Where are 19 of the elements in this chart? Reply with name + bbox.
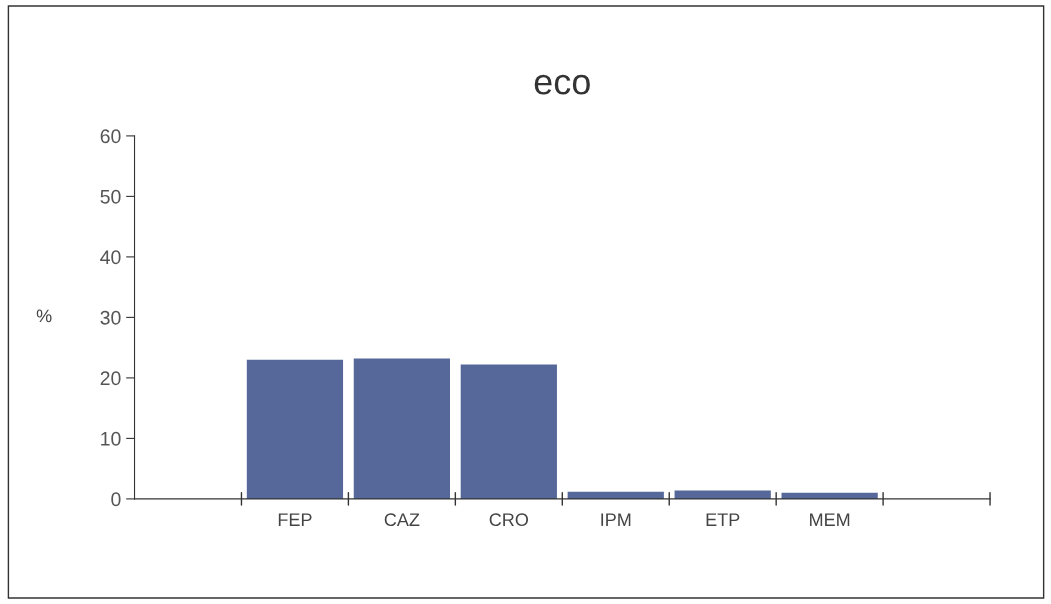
- y-tick-label: 60: [100, 129, 121, 144]
- y-axis-title: %: [36, 309, 52, 323]
- y-tick-label: 10: [101, 431, 121, 446]
- x-tick-label: FEP: [278, 513, 312, 526]
- y-tick-label: 0: [111, 492, 121, 507]
- x-tick-label: CRO: [489, 513, 529, 527]
- y-tick-label: 40: [100, 250, 121, 265]
- x-tick-label: CAZ: [384, 513, 420, 527]
- x-tick-label: IPM: [601, 513, 631, 526]
- bar: [246, 359, 344, 499]
- x-tick-label: ETP: [706, 513, 740, 526]
- bar: [674, 490, 771, 499]
- y-tick-label: 30: [100, 310, 121, 325]
- chart-title: eco: [534, 74, 590, 95]
- y-tick-label: 50: [100, 189, 121, 204]
- bar: [460, 364, 557, 499]
- x-tick-label: MEM: [810, 513, 850, 526]
- bar: [353, 358, 450, 499]
- y-tick-label: 20: [100, 371, 121, 386]
